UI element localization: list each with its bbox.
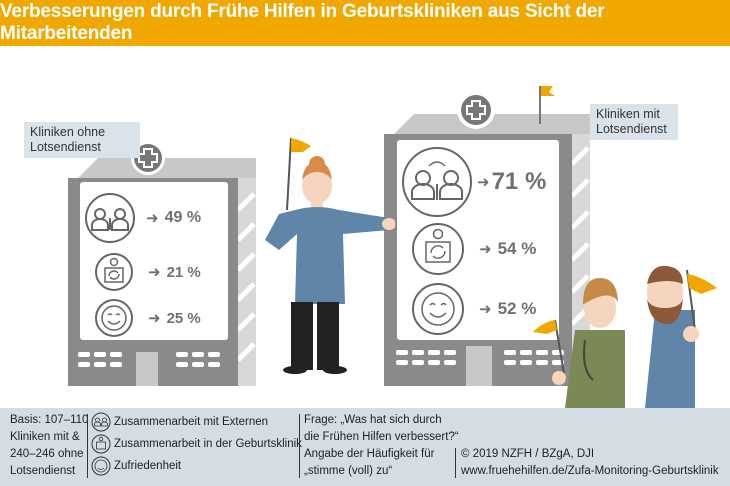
right-value-row: ➜ 52 % (411, 282, 536, 336)
satisfaction-smiley-icon (91, 456, 111, 476)
page-title: Verbesserungen durch Frühe Hilfen in Geb… (0, 1, 605, 44)
value: 21 % (166, 263, 201, 281)
right-value-row: ➜ 71 % (401, 146, 546, 218)
question-note: Frage: „Was hat sich durch die Frühen Hi… (304, 412, 459, 480)
woman-with-flag-illustration (265, 137, 395, 374)
right-value-row: ➜ 54 % (411, 222, 536, 276)
collaboration-clinic-icon (412, 223, 464, 275)
label-line: Kliniken ohne (30, 125, 106, 139)
question-line: Angabe der Häufigkeit für (304, 448, 435, 460)
copyright: © 2019 NZFH / BZgA, DJI (461, 448, 595, 460)
left-clinic-label: Kliniken ohne Lotsendienst (24, 122, 140, 158)
label-line: Kliniken mit (596, 107, 660, 121)
title-bar: Verbesserungen durch Frühe Hilfen in Geb… (0, 0, 730, 46)
value: 25 % (166, 309, 201, 327)
label-line: Lotsendienst (30, 140, 101, 154)
source-url: www.fruehehilfen.de/Zufa-Monitoring-Gebu… (461, 465, 719, 477)
right-clinic-label: Kliniken mit Lotsendienst (590, 104, 678, 140)
divider (299, 414, 300, 478)
basis-line: Lotsendienst (10, 465, 76, 477)
left-value-row: ➜ 25 % (94, 298, 201, 338)
collaboration-external-icon (85, 193, 135, 243)
legend-label: Zufriedenheit (114, 459, 182, 472)
divider (87, 414, 88, 478)
legend-item: Zusammenarbeit in der Geburtsklinik (91, 433, 302, 455)
basis-line: Kliniken mit & (10, 431, 80, 443)
satisfaction-smiley-icon (95, 299, 133, 337)
legend-label: Zusammenarbeit mit Externen (114, 415, 269, 428)
value: 49 % (164, 209, 202, 226)
clinic-without-pilot-building (68, 140, 258, 388)
collaboration-clinic-icon (95, 253, 133, 291)
legend-item: Zusammenarbeit mit Externen (91, 411, 302, 433)
clinic-window (80, 182, 228, 340)
satisfaction-smiley-icon (412, 283, 464, 335)
left-value-row: ➜ 49 % (84, 192, 201, 244)
value: 52 % (497, 299, 537, 318)
basis-note: Basis: 107–110 Kliniken mit & 240–246 oh… (10, 412, 88, 480)
source-note: © 2019 NZFH / BZgA, DJI www.fruehehilfen… (461, 446, 719, 480)
label-line: Lotsendienst (596, 122, 667, 136)
question-line: die Frühen Hilfen verbessert?“ (304, 431, 459, 443)
collaboration-external-icon (402, 147, 472, 217)
legend: Zusammenarbeit mit Externen Zusammenarbe… (91, 411, 302, 477)
left-value-row: ➜ 21 % (94, 252, 201, 292)
footer: Basis: 107–110 Kliniken mit & 240–246 oh… (0, 408, 730, 486)
clinic-window (397, 140, 559, 340)
basis-line: 240–246 ohne (10, 448, 84, 460)
divider (455, 448, 456, 478)
staff-with-flags-illustration (533, 265, 717, 408)
question-line: „stimme (voll) zu“ (304, 465, 393, 477)
legend-item: Zufriedenheit (91, 455, 302, 477)
question-line: Frage: „Was hat sich durch (304, 414, 442, 426)
value: 71 % (491, 168, 547, 195)
value: 54 % (497, 239, 537, 258)
collaboration-external-icon (91, 412, 111, 432)
legend-label: Zusammenarbeit in der Geburtsklinik (114, 437, 302, 450)
collaboration-clinic-icon (91, 434, 111, 454)
basis-line: Basis: 107–110 (10, 414, 89, 426)
